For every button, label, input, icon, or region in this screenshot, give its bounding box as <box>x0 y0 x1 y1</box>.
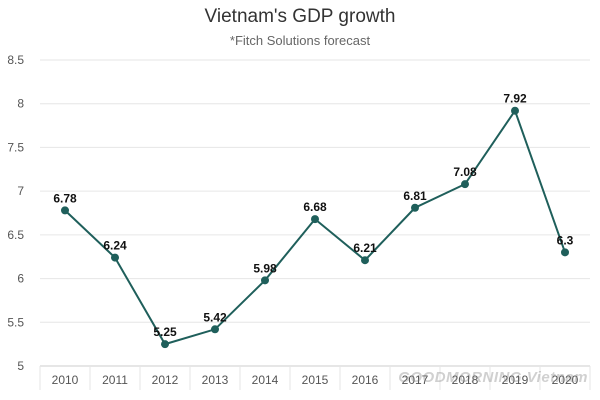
data-point <box>111 253 119 262</box>
y-axis: 5 5.5 6 6.5 7 7.5 8 8.5 <box>7 53 24 373</box>
y-tick-label: 8 <box>17 97 24 111</box>
y-tick-label: 5 <box>17 359 24 373</box>
y-tick-label: 7.5 <box>7 140 24 154</box>
data-label: 6.78 <box>53 191 77 205</box>
data-label: 6.81 <box>403 189 427 203</box>
x-tick-label: 2015 <box>302 373 329 387</box>
x-tick-label: 2014 <box>252 373 279 387</box>
x-tick-label: 2019 <box>502 373 529 387</box>
data-label: 6.21 <box>353 241 377 255</box>
x-tick-label: 2016 <box>352 373 379 387</box>
data-label: 6.24 <box>103 239 127 253</box>
y-tick-label: 6.5 <box>7 228 24 242</box>
data-point <box>211 325 219 334</box>
data-point <box>361 256 369 265</box>
data-point <box>61 206 69 215</box>
data-point <box>461 180 469 189</box>
y-tick-label: 8.5 <box>7 53 24 67</box>
data-label: 6.68 <box>303 200 327 214</box>
data-point <box>561 248 569 257</box>
data-label: 5.42 <box>203 310 227 324</box>
data-point <box>511 106 519 115</box>
data-label: 5.25 <box>153 325 177 339</box>
y-tick-label: 5.5 <box>7 315 24 329</box>
data-point <box>261 276 269 285</box>
chart-title: Vietnam's GDP growth <box>204 6 396 27</box>
x-axis: 2010 2011 2012 2013 2014 2015 2016 2017 2018 2019… <box>39 365 591 390</box>
data-label: 6.3 <box>557 233 574 247</box>
data-point <box>311 215 319 224</box>
y-tick-label: 7 <box>17 184 24 198</box>
gridlines <box>40 59 590 323</box>
data-label: 7.92 <box>503 92 527 106</box>
data-point <box>161 340 169 349</box>
x-tick-label: 2018 <box>452 373 479 387</box>
x-tick-label: 2017 <box>402 373 429 387</box>
x-tick-label: 2013 <box>202 373 229 387</box>
data-labels: 6.78 6.24 5.25 5.42 5.98 6.68 6.21 6.81 7.08 7.92… <box>53 92 573 339</box>
x-tick-label: 2012 <box>152 373 179 387</box>
y-tick-label: 6 <box>17 272 24 286</box>
data-label: 7.08 <box>453 165 477 179</box>
series-line <box>64 108 566 346</box>
x-tick-label: 2020 <box>552 373 579 387</box>
watermark-logo: GOODMORNING Vietnam <box>398 369 588 386</box>
chart-subtitle: *Fitch Solutions forecast <box>229 33 371 48</box>
x-tick-label: 2010 <box>52 373 79 387</box>
x-tick-label: 2011 <box>102 373 128 387</box>
data-point <box>411 203 419 212</box>
data-label: 5.98 <box>253 261 277 275</box>
series <box>61 106 569 349</box>
